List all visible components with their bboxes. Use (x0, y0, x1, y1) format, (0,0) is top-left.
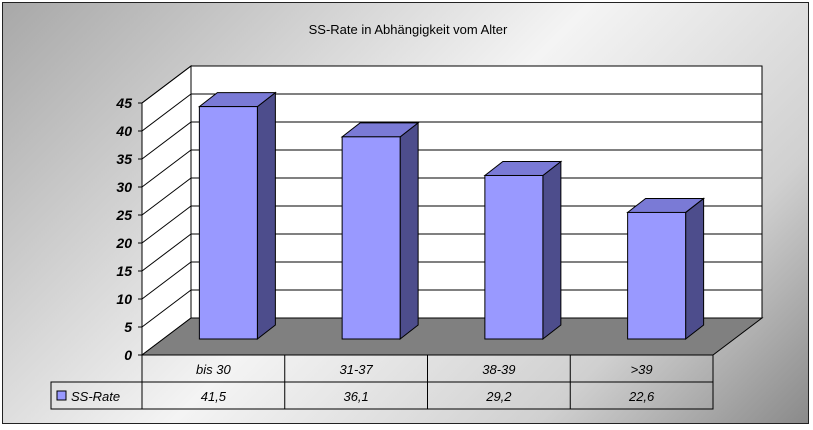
chart-frame: SS-Rate in Abhängigkeit vom Alter 0 5 10 15… (2, 2, 809, 424)
gridline-side (141, 205, 192, 244)
data-label: 29,2 (485, 389, 512, 404)
y-tick-label: 25 (115, 207, 132, 223)
category-label: 38-39 (482, 362, 515, 377)
gridline-side (141, 233, 192, 272)
chart-svg: SS-Rate in Abhängigkeit vom Alter 0 5 10 15… (50, 22, 764, 410)
left-wall (141, 64, 192, 357)
y-tick-label: 10 (116, 291, 132, 307)
chart-title: SS-Rate in Abhängigkeit vom Alter (309, 22, 508, 37)
data-label: 22,6 (628, 389, 655, 404)
gridline-side (141, 261, 192, 300)
data-label: 36,1 (343, 389, 368, 404)
y-tick-label: 0 (124, 347, 132, 363)
bar (484, 174, 544, 340)
gridline-side (141, 93, 192, 132)
gridline-side (141, 149, 192, 188)
y-tick-label: 20 (115, 235, 132, 251)
legend-swatch (56, 390, 67, 401)
category-label: >39 (631, 362, 653, 377)
y-tick-label: 40 (115, 123, 132, 139)
y-axis-ticks: 0 5 10 15 20 25 30 35 40 45 (115, 95, 142, 363)
gridline-side (141, 65, 192, 104)
bar (627, 211, 687, 340)
bar-side (685, 197, 705, 341)
y-tick-label: 5 (124, 319, 132, 335)
bars (197, 91, 706, 341)
bar-side (542, 160, 562, 341)
data-table: bis 30 31-37 38-39 >39 41,5 36,1 29,2 22,6 SS-Ra… (50, 354, 714, 410)
table-data-row (50, 381, 714, 410)
y-tick-label: 30 (116, 179, 132, 195)
gridline-side (141, 121, 192, 160)
legend-label: SS-Rate (71, 389, 120, 404)
bar-side (256, 91, 276, 341)
category-label: bis 30 (196, 362, 231, 377)
gridline-side (141, 289, 192, 328)
bar (198, 106, 258, 340)
y-tick-label: 35 (116, 151, 132, 167)
bar (341, 136, 401, 340)
y-tick-label: 15 (116, 263, 132, 279)
bar-side (399, 121, 419, 341)
data-label: 41,5 (201, 389, 227, 404)
y-tick-label: 45 (115, 95, 132, 111)
gridline-side (141, 177, 192, 216)
category-label: 31-37 (340, 362, 374, 377)
